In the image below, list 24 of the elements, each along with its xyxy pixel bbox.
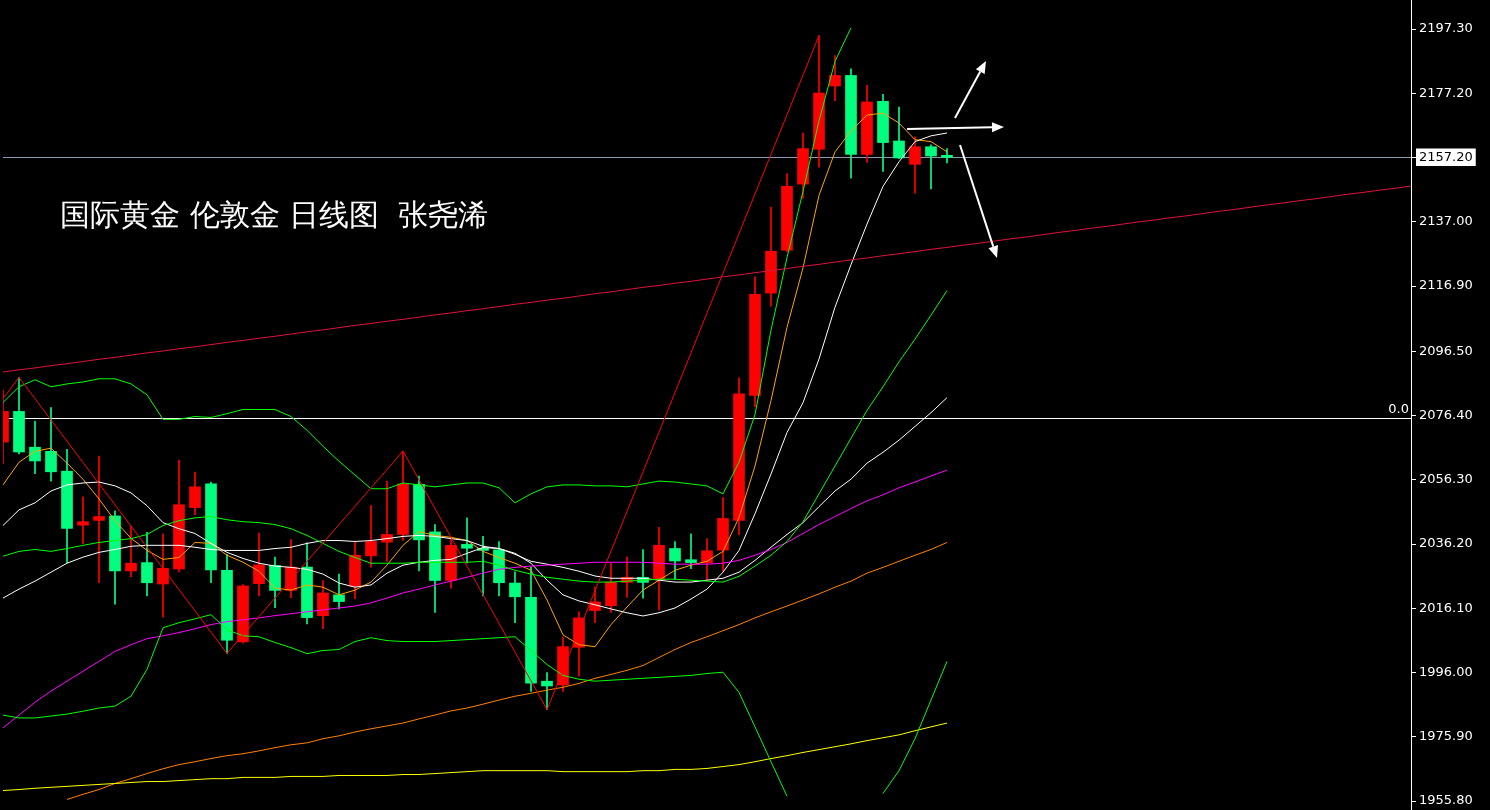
y-tick-label: 2116.90	[1419, 277, 1473, 293]
y-tick-label: 2157.20	[1419, 148, 1473, 164]
candlestick	[685, 533, 697, 569]
y-tick-label: 1996.00	[1419, 663, 1473, 679]
candlestick	[77, 496, 89, 545]
y-tick-label: 2076.40	[1419, 406, 1473, 422]
y-tick-label: 2096.50	[1419, 342, 1473, 358]
y-tick-label: 2137.00	[1419, 213, 1473, 229]
y-tick-label: 1955.80	[1419, 792, 1473, 808]
y-tick-label: 2056.30	[1419, 471, 1473, 487]
candlestick	[461, 517, 473, 564]
y-tick-label: 2197.30	[1419, 20, 1473, 36]
candlestick	[941, 148, 953, 164]
candlestick	[93, 455, 105, 584]
y-tick-label: 2016.10	[1419, 599, 1473, 615]
candlestick	[541, 672, 553, 710]
y-tick-label: 2177.20	[1419, 84, 1473, 100]
y-tick-label: 1975.90	[1419, 728, 1473, 744]
annotation: 0.0	[1388, 401, 1409, 417]
text: 国际黄金 伦敦金 日线图 张尧浠	[60, 197, 489, 233]
candlestick	[925, 144, 937, 190]
candlestick	[125, 525, 137, 578]
candlestick	[157, 533, 169, 618]
y-tick-label: 2036.20	[1419, 535, 1473, 551]
